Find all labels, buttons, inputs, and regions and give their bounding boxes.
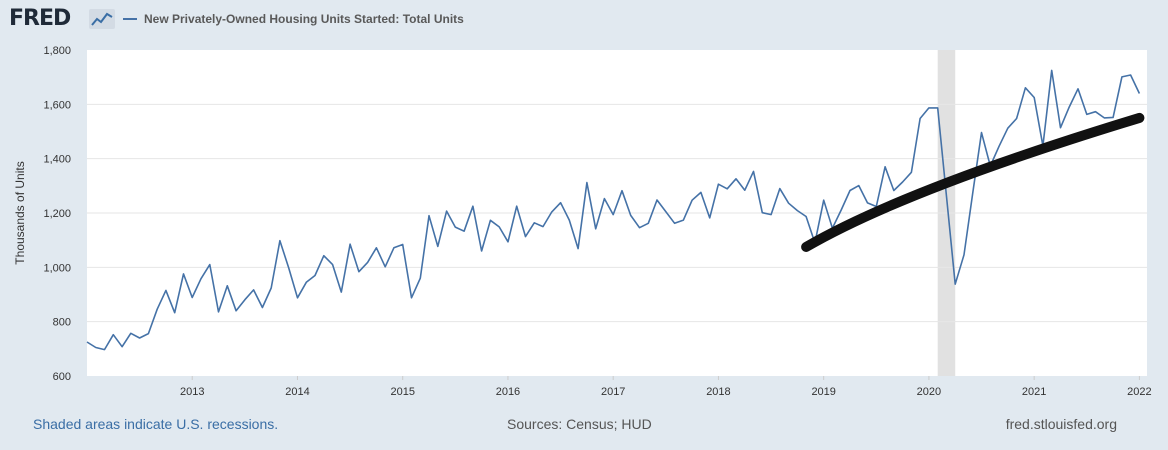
x-tick-label: 2014 bbox=[285, 386, 309, 398]
y-tick-label: 1,000 bbox=[43, 262, 71, 274]
x-tick-label: 2017 bbox=[601, 386, 625, 398]
x-tick-label: 2016 bbox=[496, 386, 520, 398]
x-tick-label: 2019 bbox=[811, 386, 835, 398]
annotation-layer bbox=[801, 112, 1145, 252]
chart-footer: Shaded areas indicate U.S. recessions. S… bbox=[0, 416, 1168, 436]
x-tick-label: 2021 bbox=[1022, 386, 1046, 398]
y-tick-label: 1,200 bbox=[43, 208, 71, 220]
legend-swatch-icon bbox=[123, 18, 137, 20]
x-tick-label: 2018 bbox=[706, 386, 730, 398]
x-axis-ticks: 2013 2014 2015 2016 2017 2018 2019 2020 2021 2022 bbox=[180, 376, 1152, 398]
chart-header: FRED New Privately-Owned Housing Units S… bbox=[0, 0, 1168, 40]
trend-annotation-stroke bbox=[801, 112, 1145, 252]
x-tick-label: 2013 bbox=[180, 386, 204, 398]
chart: 600 800 1,000 1,200 1,400 1,600 1,800 2013 2014… bbox=[13, 45, 1152, 398]
x-tick-label: 2022 bbox=[1127, 386, 1151, 398]
y-tick-label: 600 bbox=[53, 371, 71, 383]
x-tick-label: 2020 bbox=[917, 386, 941, 398]
series-line[interactable] bbox=[86, 69, 1141, 351]
y-axis-label: Thousands of Units bbox=[13, 161, 27, 264]
y-tick-label: 1,800 bbox=[43, 45, 71, 57]
grid-lines bbox=[87, 103, 1147, 323]
fred-logo[interactable]: FRED bbox=[9, 6, 71, 31]
y-tick-label: 1,400 bbox=[43, 154, 71, 166]
legend: New Privately-Owned Housing Units Starte… bbox=[123, 12, 464, 26]
y-tick-label: 1,600 bbox=[43, 99, 71, 111]
site-link[interactable]: fred.stlouisfed.org bbox=[1005, 416, 1117, 432]
recession-note[interactable]: Shaded areas indicate U.S. recessions. bbox=[33, 416, 279, 432]
y-axis-ticks: 600 800 1,000 1,200 1,400 1,600 1,800 bbox=[43, 45, 71, 383]
fred-logo-chart-icon bbox=[89, 9, 115, 29]
sources-text: Sources: Census; HUD bbox=[507, 416, 652, 432]
x-tick-label: 2015 bbox=[390, 386, 414, 398]
y-tick-label: 800 bbox=[53, 317, 71, 329]
legend-label[interactable]: New Privately-Owned Housing Units Starte… bbox=[144, 12, 464, 26]
